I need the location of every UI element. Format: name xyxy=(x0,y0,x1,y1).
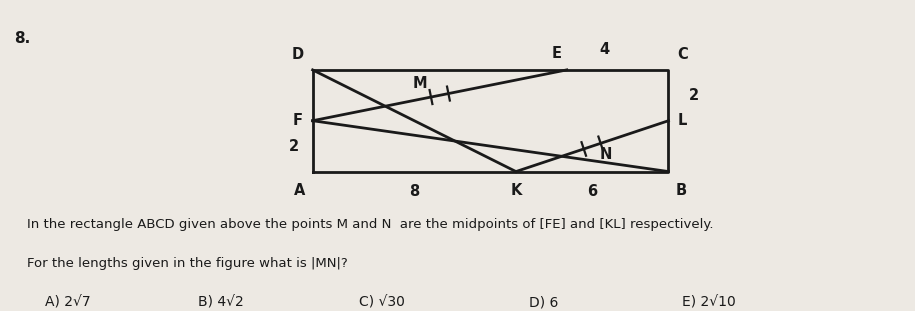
Text: E: E xyxy=(552,46,562,61)
Text: In the rectangle ABCD given above the points M and N  are the midpoints of [FE] : In the rectangle ABCD given above the po… xyxy=(27,218,714,231)
Text: 6: 6 xyxy=(587,184,597,199)
Text: A) 2√7: A) 2√7 xyxy=(45,295,91,309)
Text: M: M xyxy=(413,77,427,91)
Text: 2: 2 xyxy=(288,139,298,154)
Text: N: N xyxy=(600,147,612,162)
Text: 4: 4 xyxy=(600,42,610,57)
Text: B: B xyxy=(676,183,687,198)
Text: 8: 8 xyxy=(409,184,419,199)
Text: C) √30: C) √30 xyxy=(359,295,405,309)
Text: F: F xyxy=(293,113,303,128)
Text: K: K xyxy=(511,183,522,198)
Text: 2: 2 xyxy=(689,88,699,103)
Text: 8.: 8. xyxy=(14,31,30,46)
Text: For the lengths given in the figure what is |MN|?: For the lengths given in the figure what… xyxy=(27,257,348,270)
Text: D: D xyxy=(292,47,304,62)
Text: E) 2√10: E) 2√10 xyxy=(682,295,736,309)
Text: L: L xyxy=(677,113,687,128)
Text: D) 6: D) 6 xyxy=(530,295,559,309)
Text: C: C xyxy=(677,47,688,62)
Text: B) 4√2: B) 4√2 xyxy=(198,295,243,309)
Text: A: A xyxy=(294,183,305,198)
